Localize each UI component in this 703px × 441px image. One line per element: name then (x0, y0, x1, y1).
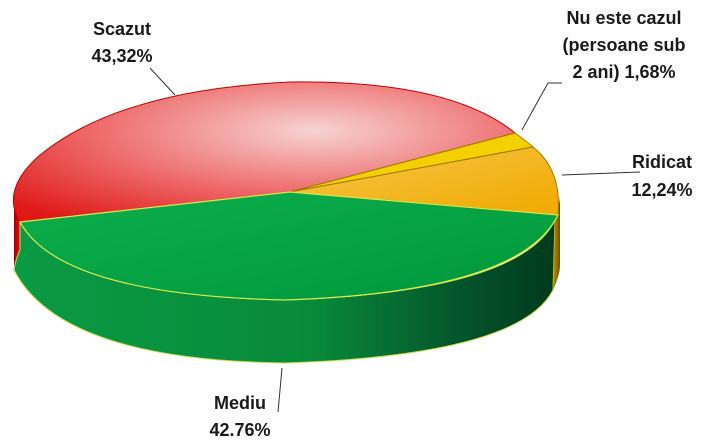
leader-mediu (277, 367, 283, 413)
pie-slice-ridicat[interactable] (289, 146, 559, 216)
label-nu-este-cazul-line3: 2 ani) 1,68% (572, 62, 675, 82)
label-nu-este-cazul-line1: Nu este cazul (566, 8, 681, 28)
label-mediu-value: 42.76% (209, 420, 270, 440)
label-mediu-name: Mediu (214, 393, 266, 413)
label-ridicat-name: Ridicat (632, 152, 692, 172)
leader-scazut (149, 67, 176, 96)
label-nu-este-cazul-line2: (persoane sub (562, 35, 685, 55)
pie-slice-mediu[interactable] (19, 191, 559, 301)
label-scazut-name: Scazut (93, 19, 151, 39)
label-scazut-value: 43,32% (91, 46, 152, 66)
pie-side-yellow (553, 195, 560, 290)
pie-slice-scazut[interactable] (12, 81, 517, 223)
leader-ridicat (561, 171, 641, 176)
label-ridicat-value: 12,24% (631, 180, 692, 200)
leader-nu-este-cazul (521, 82, 562, 131)
